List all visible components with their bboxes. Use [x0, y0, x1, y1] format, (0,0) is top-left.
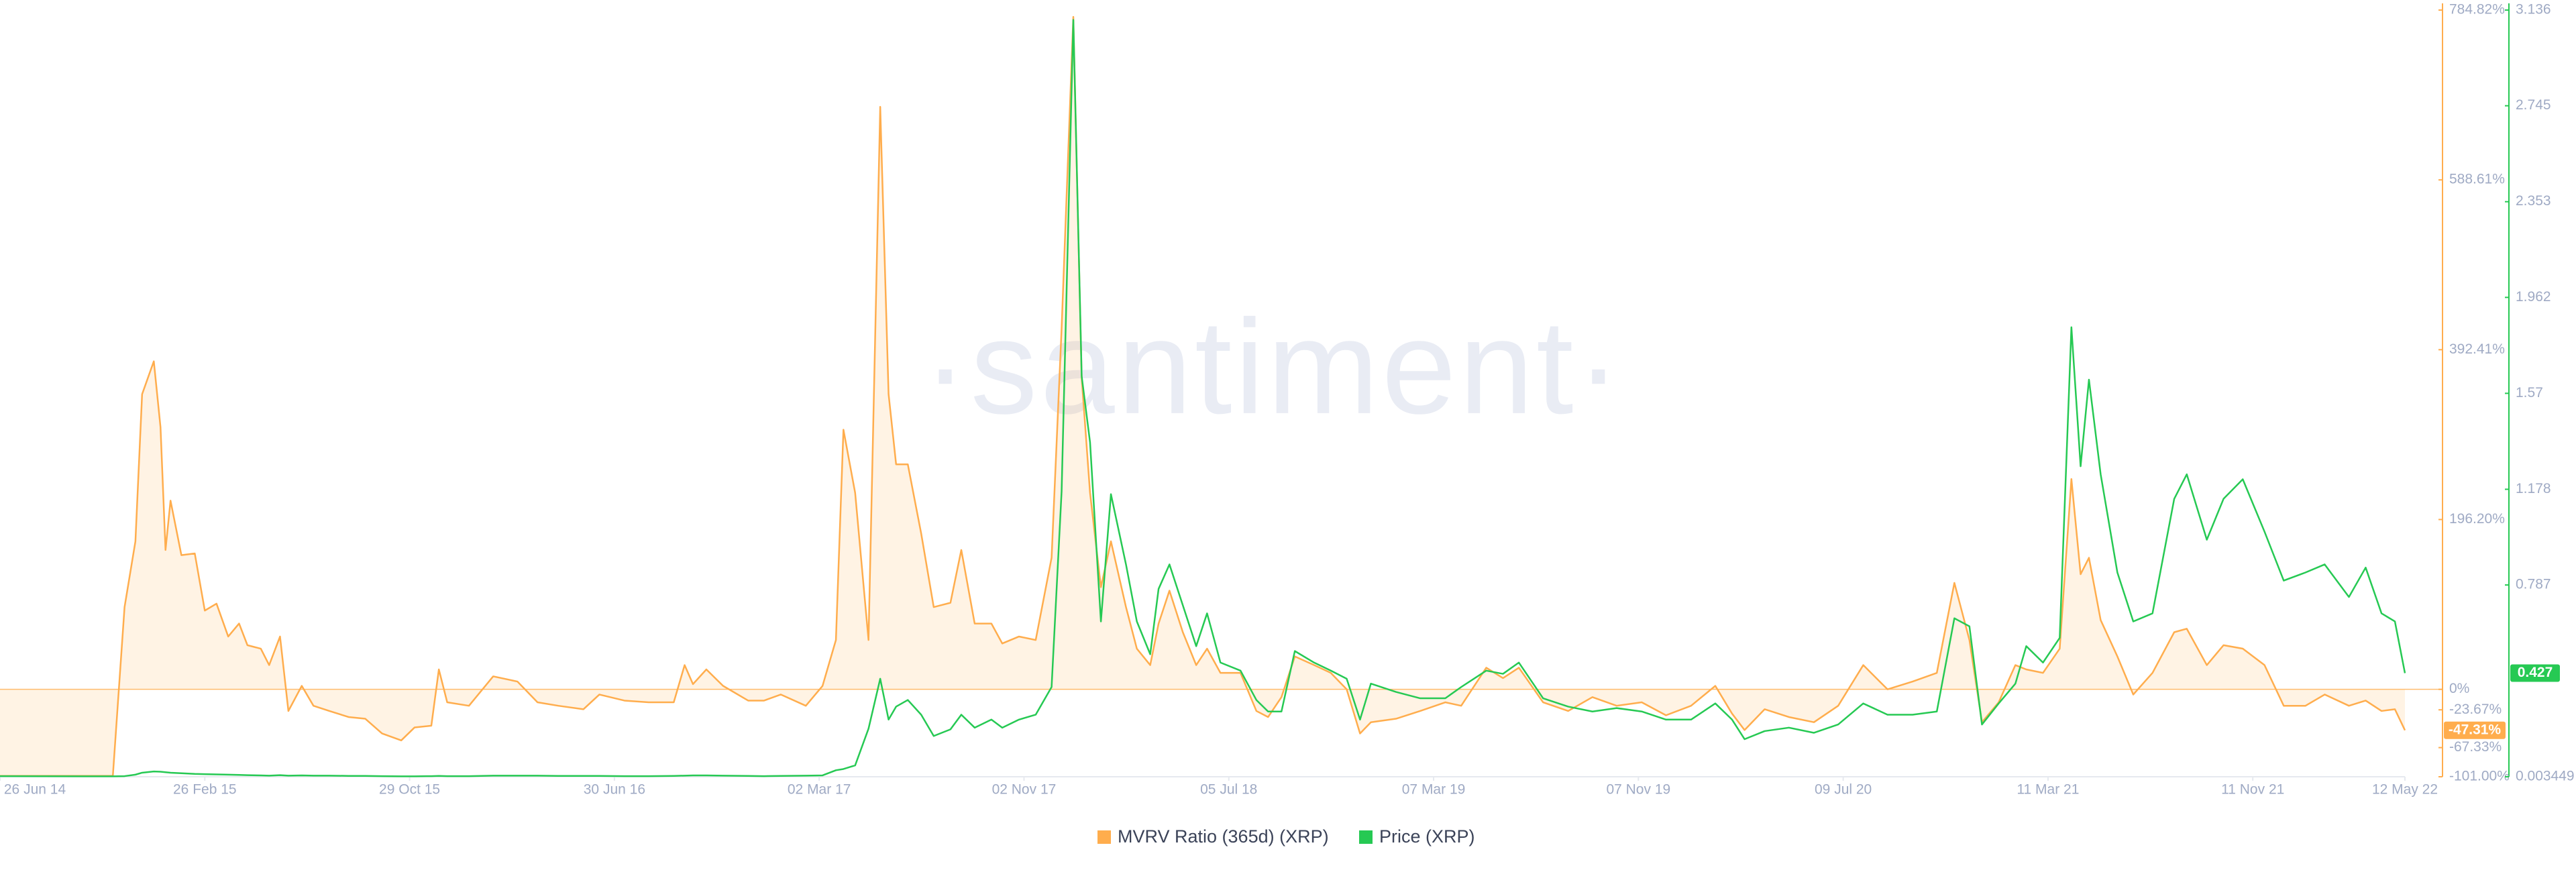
x-tick-label: 26 Jun 14	[4, 782, 66, 798]
x-tick-label: 02 Nov 17	[992, 782, 1057, 798]
x-tick-label: 12 May 22	[2372, 782, 2438, 798]
y2-tick-label: 1.178	[2516, 481, 2551, 496]
legend-label: MVRV Ratio (365d) (XRP)	[1118, 826, 1329, 847]
y2-tick-label: 0.787	[2516, 577, 2551, 592]
y-tick-label: 784.82%	[2449, 2, 2505, 17]
x-tick-label: 30 Jun 16	[584, 782, 645, 798]
last-value-badge	[2444, 721, 2506, 739]
y2-tick-label: 3.136	[2516, 2, 2551, 17]
y-tick-label: 392.41%	[2449, 341, 2505, 357]
x-tick-label: 02 Mar 17	[788, 782, 851, 798]
x-tick-label: 11 Nov 21	[2221, 782, 2284, 798]
x-tick-label: 26 Feb 15	[173, 782, 237, 798]
watermark: ·santiment·	[923, 292, 1623, 442]
y-tick-label: 588.61%	[2449, 172, 2505, 187]
x-tick-label: 09 Jul 20	[1815, 782, 1872, 798]
last-value-label: -47.31%	[2449, 722, 2502, 737]
x-tick-label: 11 Mar 21	[2017, 782, 2079, 798]
x-tick-label: 29 Oct 15	[379, 782, 440, 798]
y-tick-label: 0%	[2449, 681, 2469, 696]
legend-swatch	[1359, 830, 1373, 844]
series-line	[0, 15, 2406, 777]
y-tick-label: -67.33%	[2449, 739, 2502, 755]
series-line	[0, 19, 2406, 777]
y-tick-label: 196.20%	[2449, 511, 2505, 527]
last-value-badge	[2510, 664, 2560, 682]
y2-tick-label: 2.353	[2516, 193, 2551, 209]
y2-tick-label: 2.745	[2516, 97, 2551, 113]
x-tick-label: 05 Jul 18	[1200, 782, 1257, 798]
last-value-label: 0.427	[2518, 665, 2553, 680]
legend-swatch	[1097, 830, 1111, 844]
y-tick-label: -101.00%	[2449, 769, 2510, 784]
y2-tick-label: 0.003449	[2516, 769, 2575, 784]
x-tick-label: 07 Nov 19	[1606, 782, 1670, 798]
y-tick-label: -23.67%	[2449, 702, 2502, 717]
y2-tick-label: 1.962	[2516, 289, 2551, 305]
legend-label: Price (XRP)	[1379, 826, 1475, 847]
x-tick-label: 07 Mar 19	[1402, 782, 1466, 798]
y2-tick-label: 1.57	[2516, 385, 2543, 400]
